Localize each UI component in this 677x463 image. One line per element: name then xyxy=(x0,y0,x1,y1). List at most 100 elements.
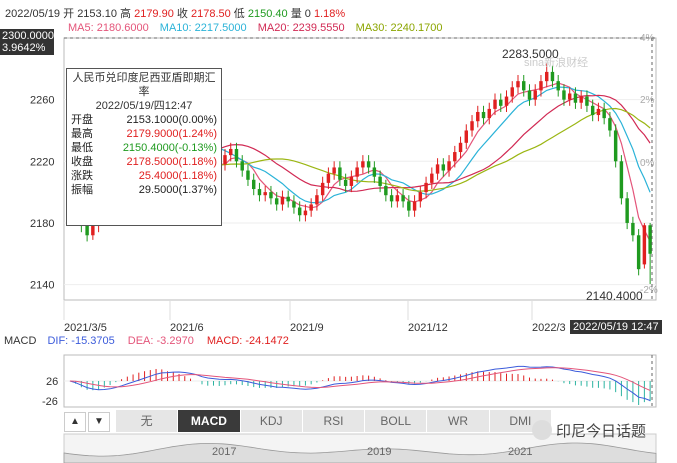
candle-body xyxy=(320,182,325,196)
candle-body xyxy=(355,167,359,177)
tab-boll[interactable]: BOLL xyxy=(365,410,428,432)
ma5-legend: MA5: 2180.6000 xyxy=(68,22,149,34)
candle-body xyxy=(246,170,250,180)
candle-body xyxy=(384,185,388,196)
candle-body xyxy=(91,226,95,236)
close-label: 收 xyxy=(176,8,188,20)
candle-body xyxy=(636,235,641,270)
candle-body xyxy=(366,161,371,168)
tooltip-datetime: 2022/05/19/四12:47 xyxy=(95,100,193,112)
tooltip-label: 开盘 xyxy=(71,114,93,126)
candle-body xyxy=(447,161,451,171)
macd-value-legend: MACD: -24.1472 xyxy=(206,335,289,347)
y-axis: 2260 2220 2180 2140 xyxy=(30,95,54,292)
vol-value: 0 xyxy=(304,8,311,20)
candle-body xyxy=(470,121,474,131)
candle-body xyxy=(642,225,647,265)
ohlc-tooltip: 人民币兑印度尼西亚盾即期汇率 2022/05/19/四12:47 开盘 2153.… xyxy=(66,68,222,226)
min-annotation: 2140.4000 xyxy=(586,289,643,303)
ma30-legend: MA30: 2240.1700 xyxy=(355,22,443,34)
navigator-year-label: 2017 xyxy=(212,446,236,458)
candle-body xyxy=(292,201,296,208)
candle-body xyxy=(435,164,440,174)
candle-body xyxy=(412,201,417,211)
candle-body xyxy=(493,99,497,109)
ohlc-header: 2022/05/19 开 2153.10 高 2179.90 收 2178.50… xyxy=(5,5,345,21)
open-value: 2153.10 xyxy=(77,8,117,20)
tooltip-label: 最低 xyxy=(71,142,93,154)
macd-legend: MACD DIF: -15.3705 DEA: -3.2970 MACD: -2… xyxy=(4,335,289,347)
max-annotation: 2283.5000 xyxy=(502,47,559,61)
right-tick-label: 2% xyxy=(640,95,655,106)
scroll-down-button[interactable]: ▼ xyxy=(88,412,110,432)
candle-body xyxy=(533,90,537,100)
candle-body xyxy=(401,195,405,202)
candle-body xyxy=(573,93,578,103)
y-tick-label: 2220 xyxy=(30,156,54,168)
candle-body xyxy=(608,118,612,131)
candle-body xyxy=(263,192,267,196)
candle-body xyxy=(476,111,480,122)
candle-body xyxy=(441,164,446,171)
tab-rsi[interactable]: RSI xyxy=(303,410,366,432)
tab-dmi[interactable]: DMI xyxy=(490,410,552,432)
candle-body xyxy=(229,148,233,156)
navigator[interactable]: 2017 2019 2021 xyxy=(63,442,657,463)
candle-body xyxy=(430,173,434,183)
candle-body xyxy=(510,87,514,97)
candle-body xyxy=(349,176,354,186)
watermark: sina新浪财经 xyxy=(524,55,588,69)
candle-body xyxy=(418,192,423,202)
candle-body xyxy=(378,176,382,186)
tooltip-row: 涨跌 25.4000(1.18%) xyxy=(71,169,217,183)
candle-body xyxy=(487,108,491,119)
tooltip-value: 2178.5000(1.18%) xyxy=(126,156,217,168)
candle-body xyxy=(596,108,601,116)
candle-body xyxy=(303,210,308,216)
candle-body xyxy=(424,182,428,193)
tooltip-value: 2179.9000(1.24%) xyxy=(126,128,217,140)
navigator-year-label: 2021 xyxy=(508,446,532,458)
low-value: 2150.40 xyxy=(247,8,288,20)
tooltip-title: 人民币兑印度尼西亚盾即期汇率 xyxy=(72,72,216,98)
candle-body xyxy=(550,71,555,82)
crosshair-time-label: 2022/05/19 12:47 xyxy=(570,320,662,334)
x-tick-label: 2021/12 xyxy=(408,322,448,334)
tab-none[interactable]: 无 xyxy=(116,410,179,432)
candle-body xyxy=(544,71,549,82)
candle-body xyxy=(590,105,595,116)
candle-body xyxy=(522,81,526,91)
tab-macd[interactable]: MACD xyxy=(178,410,241,432)
tab-wr[interactable]: WR xyxy=(427,410,490,432)
candle-body xyxy=(332,167,336,174)
dea-line xyxy=(69,367,651,391)
footer-watermark: 印尼今日话题 xyxy=(556,423,647,440)
crosshair-price-label: 2300.0000 3.9642% xyxy=(0,29,54,55)
candle-body xyxy=(372,167,377,177)
scroll-up-button[interactable]: ▲ xyxy=(64,412,86,432)
ma10-legend: MA10: 2217.5000 xyxy=(159,22,247,34)
tab-kdj[interactable]: KDJ xyxy=(241,410,303,432)
y-tick-label: 2140 xyxy=(30,280,54,292)
candle-body xyxy=(619,161,624,199)
x-axis: 2021/3/5 2021/6 2021/9 2021/12 2022/3 xyxy=(63,300,566,334)
candle-body xyxy=(274,198,279,205)
candle-body xyxy=(527,90,532,100)
candle-body xyxy=(280,196,285,205)
candle-body xyxy=(257,189,262,196)
open-label: 开 xyxy=(63,8,75,20)
candle-body xyxy=(395,195,400,202)
candle-body xyxy=(458,142,463,153)
x-tick-label: 2021/3/5 xyxy=(64,322,107,334)
tooltip-value: 25.4000(1.18%) xyxy=(138,170,217,182)
tooltip-label: 振幅 xyxy=(71,184,93,196)
header-date: 2022/05/19 xyxy=(5,8,61,20)
candle-body xyxy=(389,195,394,202)
macd-ytick-top: 26 xyxy=(46,376,59,388)
right-tick-label: 0% xyxy=(640,158,655,169)
crosshair-price: 2300.0000 xyxy=(2,30,54,42)
crosshair-pct: 3.9642% xyxy=(2,42,46,54)
wechat-icon xyxy=(532,420,552,440)
tooltip-label: 最高 xyxy=(71,128,93,140)
